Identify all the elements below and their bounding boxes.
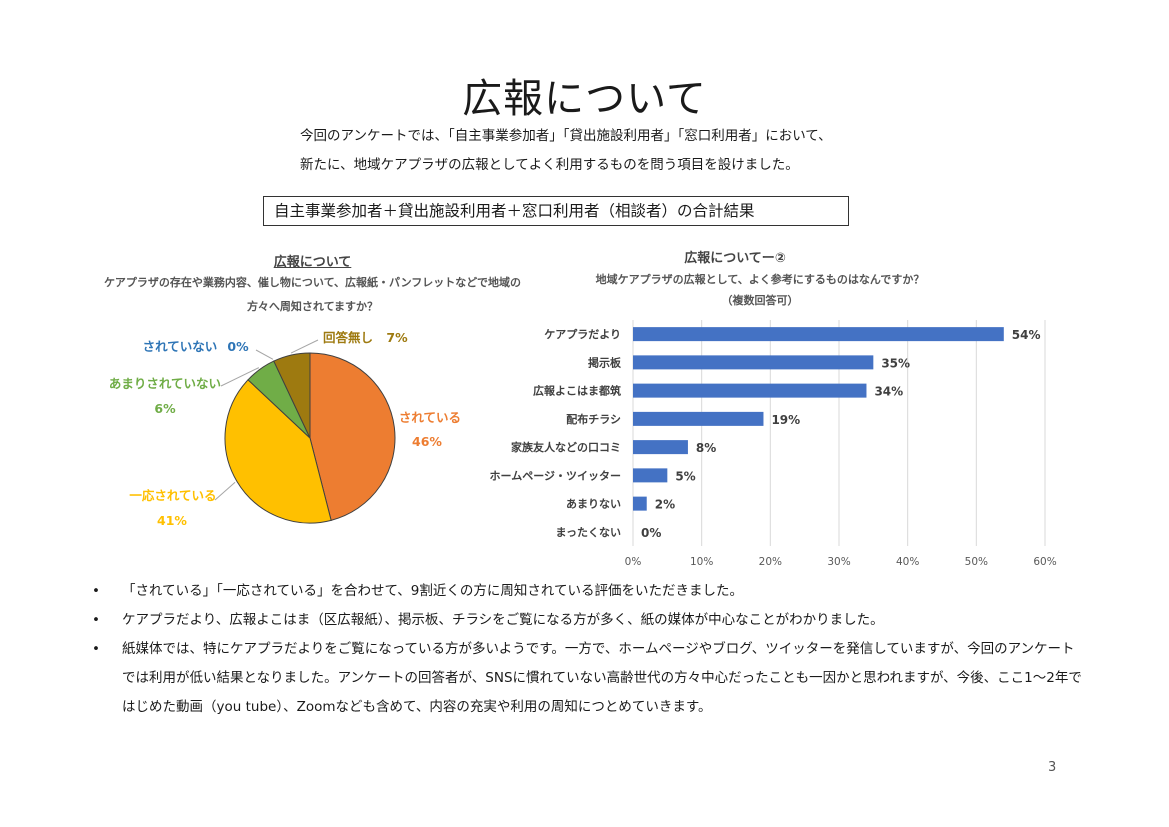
x-tick-label: 0%	[625, 556, 642, 568]
bar-chart-title: 広報についてー②	[684, 251, 786, 266]
bar-category-label: 配布チラシ	[566, 412, 621, 426]
intro-line-2: 新たに、地域ケアプラザの広報としてよく利用するものを問う項目を設けました。	[300, 157, 799, 173]
bar	[633, 440, 688, 455]
x-tick-label: 10%	[690, 556, 713, 568]
page-number: 3	[1048, 760, 1057, 775]
bar	[633, 411, 764, 426]
bar-value-label: 5%	[675, 469, 695, 483]
note-item: • 紙媒体では、特にケアプラだよりをご覧になっている方が多いようです。一方で、ホー…	[92, 635, 1082, 722]
bar-value-label: 19%	[771, 413, 800, 427]
x-tick-label: 40%	[896, 556, 919, 568]
note-text: ケアプラだより、広報よこはま（区広報紙）、掲示板、チラシをご覧になる方が多く、紙…	[122, 612, 884, 628]
bar	[633, 355, 874, 370]
note-item: • ケアプラだより、広報よこはま（区広報紙）、掲示板、チラシをご覧になる方が多く、…	[92, 606, 1082, 635]
bar-value-label: 8%	[696, 441, 716, 455]
pie-slice-1	[224, 379, 332, 524]
pie-leader-line	[214, 481, 236, 501]
bar-chart-note: （複数回答可）	[721, 294, 799, 307]
bar-value-label: 54%	[1012, 328, 1041, 342]
pie-label-value: 7%	[386, 330, 408, 345]
bullet-icon: •	[92, 641, 100, 657]
pie-leader-line	[220, 367, 260, 387]
pie-leader-line	[290, 339, 319, 354]
pie-label-name: 回答無し	[323, 330, 373, 345]
bar-category-label: 家族友人などの口コミ	[511, 440, 621, 454]
pie-label-name: されている	[399, 410, 461, 425]
bar	[633, 496, 647, 511]
page-title: 広報について	[462, 76, 707, 122]
bar-value-label: 0%	[641, 526, 661, 540]
pie-chart-question: ケアプラザの存在や業務内容、催し物について、広報紙・パンフレットなどで地域の方々…	[103, 276, 522, 313]
bar-category-label: 掲示板	[588, 355, 622, 369]
pie-label-value: 46%	[412, 434, 442, 449]
x-tick-label: 50%	[965, 556, 988, 568]
bar	[633, 327, 1004, 342]
note-item: • 「されている」「一応されている」を合わせて、9割近くの方に周知されている評価を…	[92, 577, 1082, 606]
bar-category-label: ホームページ・ツイッター	[490, 469, 621, 482]
pie-label-name: 一応されている	[129, 488, 216, 503]
bar-value-label: 34%	[874, 385, 903, 399]
pie-label-value: 41%	[157, 513, 187, 528]
pie-slice-0	[309, 352, 396, 521]
bar-chart: 0% 10% 20% 30% 40% 50% 60% ケアプラだより 54% 掲示板 35% 広報よこ…	[490, 320, 1057, 568]
bar-category-label: 広報よこはま都筑	[533, 384, 621, 398]
pie-leader-line	[255, 349, 274, 360]
pie-label-value: 6%	[154, 401, 176, 416]
pie-label-name: あまりされていない	[109, 376, 221, 391]
bullet-icon: •	[92, 583, 100, 599]
pie-chart-title: 広報について	[273, 255, 352, 270]
x-tick-label: 20%	[759, 556, 782, 568]
x-tick-label: 30%	[827, 556, 850, 568]
bar-category-label: ケアプラだより	[544, 327, 621, 341]
pie-slice-4	[273, 352, 311, 439]
pie-chart: されている 46% 一応されている 41% あまりされていない 6% されていない 0% 回答無…	[109, 330, 461, 528]
bullet-icon: •	[92, 612, 100, 628]
summary-box-title: 自主事業参加者＋貸出施設利用者＋窓口利用者（相談者）の合計結果	[263, 196, 849, 226]
pie-label-name: されていない	[143, 339, 218, 354]
bar-category-label: まったくない	[555, 526, 621, 539]
intro-line-1: 今回のアンケートでは、「自主事業参加者」「貸出施設利用者」「窓口利用者」において…	[300, 128, 832, 144]
bar-value-label: 2%	[655, 498, 675, 512]
bar	[633, 468, 668, 483]
note-text: 紙媒体では、特にケアプラだよりをご覧になっている方が多いようです。一方で、ホーム…	[122, 641, 1082, 715]
bar-chart-question: 地域ケアプラザの広報として、よく参考にするものはなんですか？	[595, 273, 925, 286]
bar	[633, 383, 867, 398]
note-text: 「されている」「一応されている」を合わせて、9割近くの方に周知されている評価をい…	[122, 583, 743, 599]
bar-value-label: 35%	[881, 356, 910, 370]
bar-category-label: あまりない	[566, 498, 621, 511]
notes-list: • 「されている」「一応されている」を合わせて、9割近くの方に周知されている評価を…	[92, 577, 1082, 722]
pie-label-value: 0%	[227, 339, 249, 354]
x-tick-label: 60%	[1033, 556, 1056, 568]
